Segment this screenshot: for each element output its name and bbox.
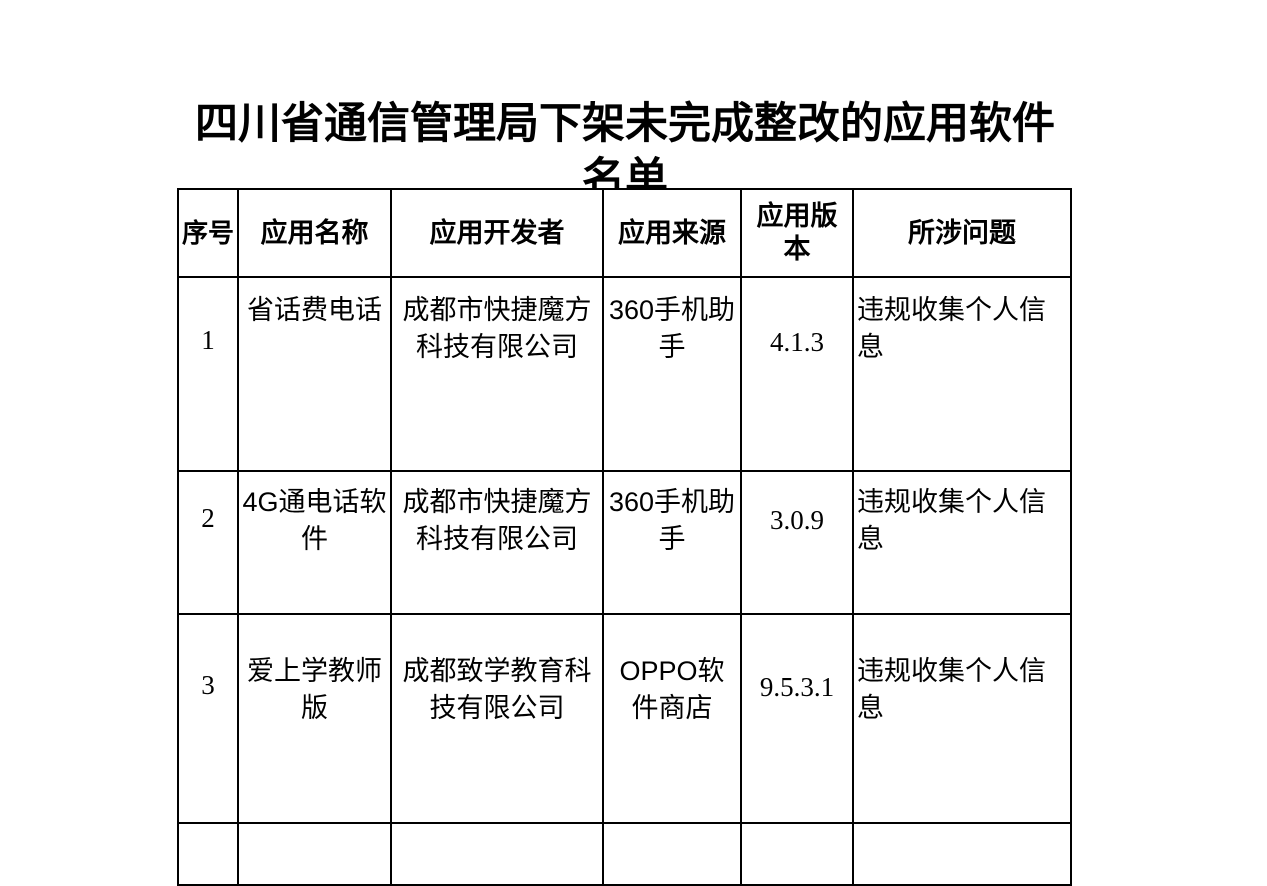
cell-developer: 成都致学教育科技有限公司 <box>390 613 604 824</box>
cell-issue: 违规收集个人信息 <box>852 613 1072 824</box>
cell-version: 9.5.3.1 <box>740 613 854 824</box>
cell-source: OPPO软件商店 <box>602 613 742 824</box>
table-header-row: 序号 应用名称 应用开发者 应用来源 应用版本 所涉问题 <box>177 188 1072 278</box>
table-header: 序号 应用名称 应用开发者 应用来源 应用版本 所涉问题 <box>177 188 1072 278</box>
document-page: 四川省通信管理局下架未完成整改的应用软件名单 序号 应用名称 应用开发者 应用来… <box>177 99 1072 886</box>
cell-app-name: 爱上学教师版 <box>237 613 392 824</box>
cell-source: 360手机助手 <box>602 470 742 615</box>
cell-version: 4.1.3 <box>740 276 854 472</box>
page-title: 四川省通信管理局下架未完成整改的应用软件名单 <box>195 99 1055 203</box>
cell-developer: 成都市快捷魔方科技有限公司 <box>390 276 604 472</box>
cell-developer <box>390 822 604 886</box>
column-header-index: 序号 <box>177 188 239 278</box>
column-header-version: 应用版本 <box>740 188 854 278</box>
column-header-source: 应用来源 <box>602 188 742 278</box>
cell-source: 360手机助手 <box>602 276 742 472</box>
cell-version <box>740 822 854 886</box>
cell-index: 3 <box>177 613 239 824</box>
cell-app-name: 省话费电话 <box>237 276 392 472</box>
cell-issue: 违规收集个人信息 <box>852 470 1072 615</box>
column-header-app-name: 应用名称 <box>237 188 392 278</box>
column-header-issue: 所涉问题 <box>852 188 1072 278</box>
table-row: 3 爱上学教师版 成都致学教育科技有限公司 OPPO软件商店 9.5.3.1 违… <box>177 613 1072 824</box>
cell-app-name <box>237 822 392 886</box>
table-row: 2 4G通电话软件 成都市快捷魔方科技有限公司 360手机助手 3.0.9 违规… <box>177 470 1072 615</box>
app-listing-table-container: 序号 应用名称 应用开发者 应用来源 应用版本 所涉问题 1 省话费电话 成都市… <box>177 188 1072 886</box>
cell-index: 2 <box>177 470 239 615</box>
app-listing-table: 序号 应用名称 应用开发者 应用来源 应用版本 所涉问题 1 省话费电话 成都市… <box>177 188 1072 886</box>
cell-developer: 成都市快捷魔方科技有限公司 <box>390 470 604 615</box>
cell-index: 1 <box>177 276 239 472</box>
cell-issue <box>852 822 1072 886</box>
table-row: 1 省话费电话 成都市快捷魔方科技有限公司 360手机助手 4.1.3 违规收集… <box>177 276 1072 472</box>
cell-source <box>602 822 742 886</box>
table-body: 1 省话费电话 成都市快捷魔方科技有限公司 360手机助手 4.1.3 违规收集… <box>177 276 1072 886</box>
cell-app-name: 4G通电话软件 <box>237 470 392 615</box>
column-header-developer: 应用开发者 <box>390 188 604 278</box>
cell-index <box>177 822 239 886</box>
cell-version: 3.0.9 <box>740 470 854 615</box>
table-row <box>177 822 1072 886</box>
cell-issue: 违规收集个人信息 <box>852 276 1072 472</box>
